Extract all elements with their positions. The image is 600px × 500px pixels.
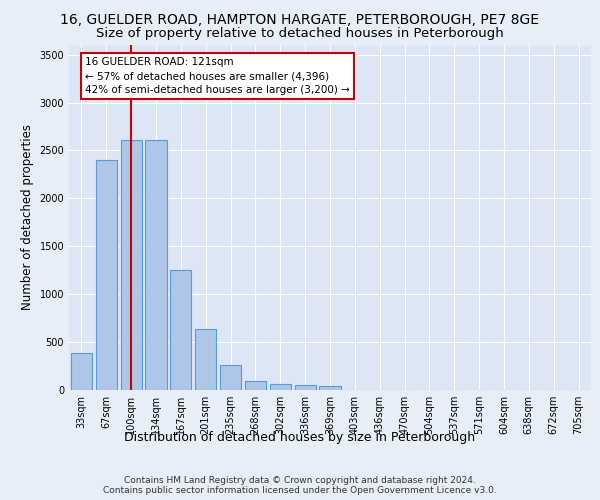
Bar — [96, 160, 117, 390]
Text: Distribution of detached houses by size in Peterborough: Distribution of detached houses by size … — [124, 431, 476, 444]
Bar — [319, 386, 341, 390]
Text: Size of property relative to detached houses in Peterborough: Size of property relative to detached ho… — [96, 28, 504, 40]
Bar — [270, 384, 291, 390]
Text: Contains HM Land Registry data © Crown copyright and database right 2024.
Contai: Contains HM Land Registry data © Crown c… — [103, 476, 497, 495]
Text: 16, GUELDER ROAD, HAMPTON HARGATE, PETERBOROUGH, PE7 8GE: 16, GUELDER ROAD, HAMPTON HARGATE, PETER… — [61, 12, 539, 26]
Text: 16 GUELDER ROAD: 121sqm
← 57% of detached houses are smaller (4,396)
42% of semi: 16 GUELDER ROAD: 121sqm ← 57% of detache… — [85, 57, 350, 95]
Bar — [195, 328, 216, 390]
Bar — [145, 140, 167, 390]
Bar — [245, 381, 266, 390]
Bar — [295, 384, 316, 390]
Bar — [71, 352, 92, 390]
Bar — [121, 140, 142, 390]
Bar — [170, 270, 191, 390]
Bar — [220, 365, 241, 390]
Y-axis label: Number of detached properties: Number of detached properties — [21, 124, 34, 310]
